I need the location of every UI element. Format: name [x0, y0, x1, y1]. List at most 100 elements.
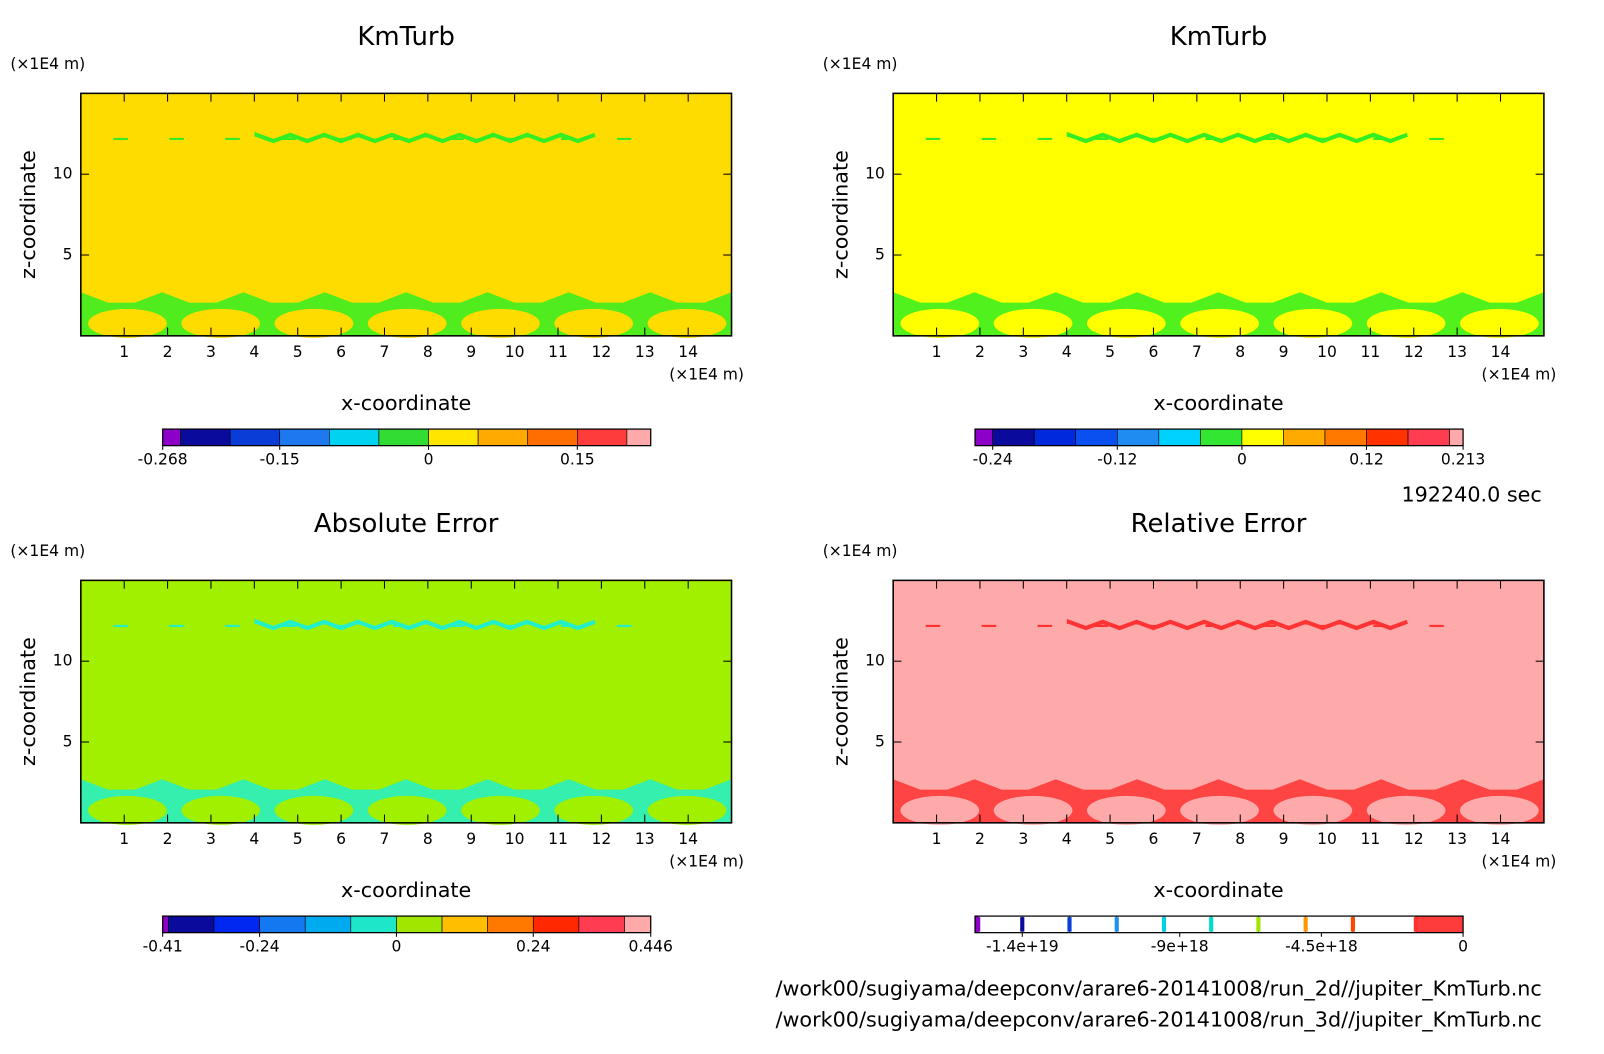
x-tick-label: 14 [1491, 830, 1511, 848]
contour-region [1366, 795, 1446, 825]
x-tick-label: 4 [249, 343, 259, 361]
contour-region [554, 795, 634, 825]
x-tick-label: 7 [380, 830, 390, 848]
colorbar-segment [487, 915, 534, 933]
colorbar-tick-label: -0.15 [260, 451, 300, 469]
colorbar-segment [1407, 428, 1450, 446]
x-tick-label: 14 [678, 830, 698, 848]
contour-region [1459, 795, 1539, 825]
colorbar-segment [1324, 428, 1367, 446]
contour-region [1273, 308, 1353, 338]
x-tick-label: 12 [592, 830, 612, 848]
plot-frame [80, 579, 733, 824]
y-axis-label: z-coordinate [16, 150, 40, 279]
x-tick-label: 9 [1279, 343, 1289, 361]
y-axis-label: z-coordinate [828, 637, 852, 766]
colorbar-segment [1366, 428, 1409, 446]
x-tick-label: 6 [336, 343, 346, 361]
contour-region [1180, 795, 1259, 825]
colorbar-tick-label: 0.24 [516, 938, 551, 956]
x-tick-label: 11 [1360, 830, 1380, 848]
y-tick-label: 5 [63, 246, 73, 264]
colorbar-segment [1283, 428, 1326, 446]
plot-frame [892, 579, 1545, 824]
chart-title: KmTurb [357, 22, 455, 52]
x-tick-label: 5 [1105, 343, 1115, 361]
x-tick-label: 13 [1447, 830, 1467, 848]
colorbar-tick-label: 0.446 [628, 938, 672, 956]
colorbar-tick-label: -4.5e+18 [1285, 938, 1358, 956]
colorbar-segment [213, 915, 260, 933]
colorbar-segment [1033, 428, 1077, 446]
chart-title: Absolute Error [314, 509, 499, 539]
colorbar-segment [624, 915, 652, 933]
x-tick-label: 13 [1447, 343, 1467, 361]
colorbar-tick-label: 0 [1237, 451, 1247, 469]
colorbar-segment [977, 915, 1023, 933]
x-unit: (×1E4 m) [669, 853, 744, 871]
x-tick-label: 5 [293, 343, 303, 361]
x-tick-label: 5 [293, 830, 303, 848]
colorbar-segment [1258, 915, 1306, 933]
contour-region [900, 795, 980, 825]
y-tick-label: 5 [875, 733, 885, 751]
x-tick-label: 4 [249, 830, 259, 848]
y-axis-label: z-coordinate [16, 637, 40, 766]
x-tick-label: 4 [1062, 830, 1072, 848]
colorbar-segment [577, 428, 628, 446]
chart-title: Relative Error [1131, 509, 1307, 539]
x-tick-label: 9 [1279, 830, 1289, 848]
colorbar-segment [259, 915, 306, 933]
y-tick-label: 10 [53, 652, 73, 670]
x-unit: (×1E4 m) [1482, 853, 1557, 871]
x-tick-label: 12 [1404, 343, 1424, 361]
y-axis-label: z-coordinate [828, 150, 852, 279]
colorbar-tick-label: -1.4e+19 [986, 938, 1059, 956]
colorbar-segment [350, 915, 397, 933]
colorbar-segment [428, 428, 479, 446]
x-tick-label: 1 [932, 830, 942, 848]
contour-region [1066, 618, 1408, 631]
colorbar-tick-label: 0.12 [1349, 451, 1384, 469]
x-axis-label: x-coordinate [341, 878, 471, 902]
colorbar-segment [1163, 915, 1212, 933]
x-tick-label: 1 [932, 343, 942, 361]
x-tick-label: 10 [1317, 343, 1337, 361]
contour-region [181, 308, 261, 338]
colorbar-frame [974, 915, 1464, 934]
contour-region [993, 308, 1073, 338]
x-tick-label: 13 [635, 830, 655, 848]
colorbar-segment [626, 428, 652, 446]
x-tick-label: 11 [1360, 343, 1380, 361]
contour-region [274, 308, 354, 338]
colorbar-frame [974, 428, 1464, 447]
colorbar-segment [441, 915, 488, 933]
contour-region [274, 795, 354, 825]
contour-region [254, 618, 596, 631]
colorbar-segment [329, 428, 380, 446]
colorbar-segment [1116, 915, 1165, 933]
contour-region [88, 795, 167, 825]
x-tick-label: 14 [678, 343, 698, 361]
contour-region [461, 795, 540, 825]
x-tick-label: 10 [1317, 830, 1337, 848]
colorbar-segment [180, 428, 231, 446]
x-tick-label: 5 [1105, 830, 1115, 848]
x-tick-label: 2 [163, 343, 173, 361]
contour-region [647, 795, 727, 825]
x-tick-label: 11 [548, 830, 568, 848]
colorbar-frame [162, 915, 652, 934]
x-tick-label: 2 [975, 830, 985, 848]
y-tick-label: 10 [53, 165, 73, 183]
x-axis-label: x-coordinate [341, 391, 471, 415]
colorbar-segment [532, 915, 580, 933]
plot-frame [892, 92, 1545, 337]
colorbar-tick-label: -0.24 [240, 938, 280, 956]
colorbar-segment [1352, 915, 1417, 933]
contour-region [554, 308, 634, 338]
colorbar-segment [1021, 915, 1070, 933]
x-tick-label: 3 [206, 343, 216, 361]
contour-region [1086, 308, 1166, 338]
colorbar-tick-label: -0.41 [143, 938, 183, 956]
contour-region [1066, 131, 1408, 144]
